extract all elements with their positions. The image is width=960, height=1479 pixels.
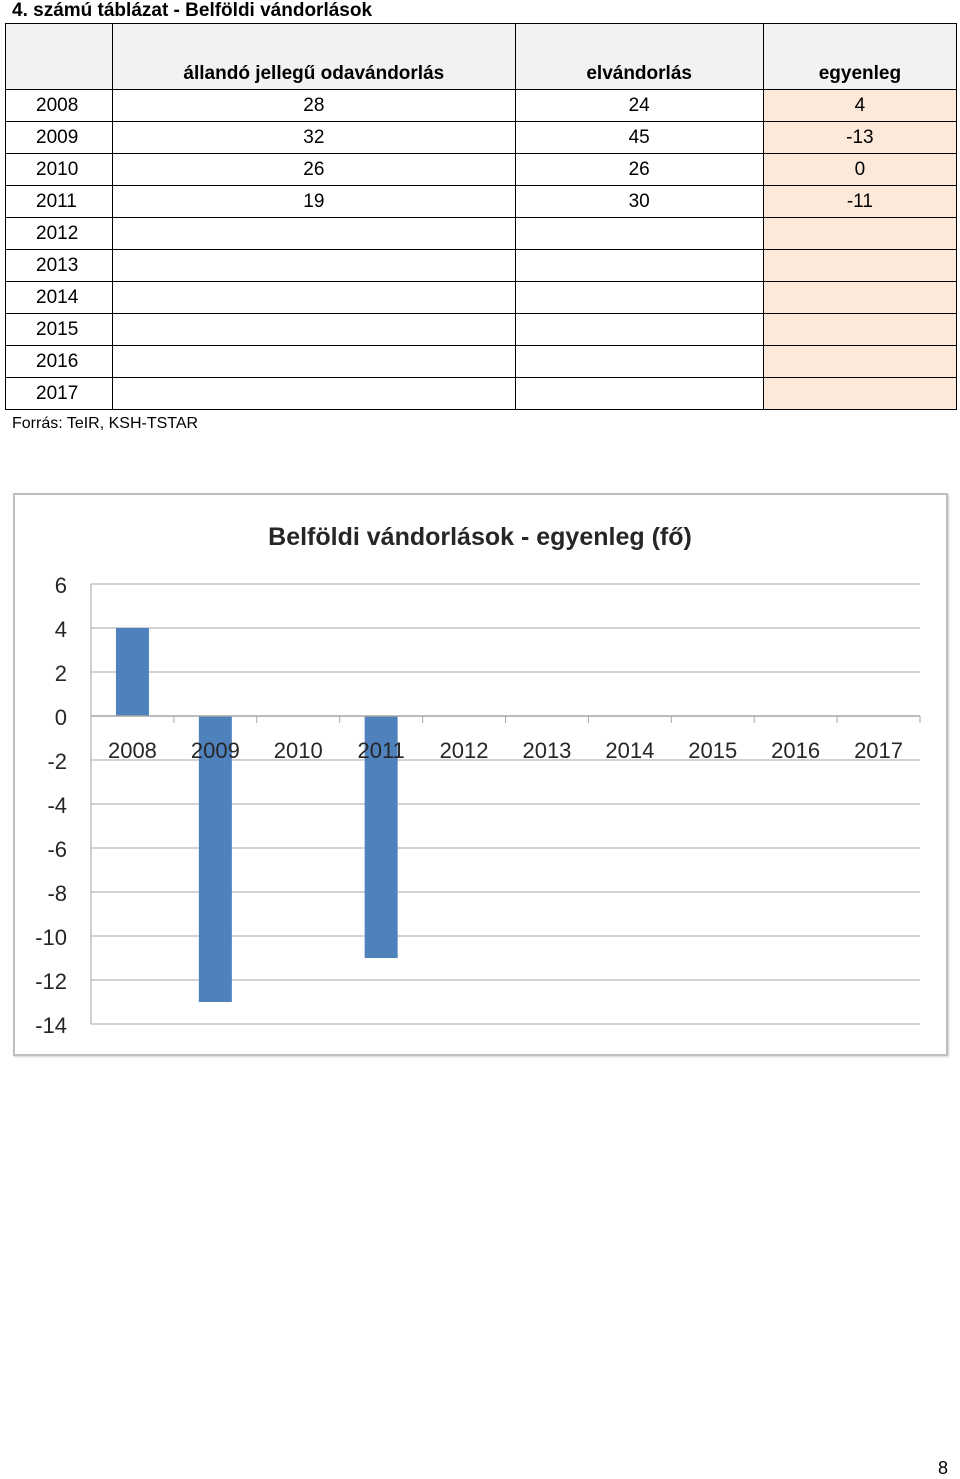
- emigration-cell: [514, 249, 764, 282]
- emigration-cell: [514, 281, 764, 314]
- x-tick-label: 2013: [522, 738, 571, 763]
- year-cell: 2014: [4, 281, 114, 314]
- year-cell: 2017: [4, 377, 114, 410]
- table-row: 2015: [4, 313, 958, 346]
- y-tick-label: -12: [35, 969, 67, 994]
- year-cell: 2010: [4, 153, 114, 186]
- table-row: 2010 26 26 0: [4, 153, 958, 186]
- y-tick-label: 0: [55, 705, 67, 730]
- balance-cell: [762, 281, 958, 314]
- x-tick-label: 2009: [191, 738, 240, 763]
- emigration-cell: 24: [514, 89, 764, 122]
- x-tick-label: 2015: [688, 738, 737, 763]
- balance-cell: [762, 345, 958, 378]
- immigration-cell: [112, 249, 516, 282]
- year-cell: 2013: [4, 249, 114, 282]
- header-immigration: állandó jellegű odavándorlás: [112, 23, 516, 90]
- balance-cell: 4: [762, 89, 958, 122]
- y-tick-label: 4: [55, 617, 67, 642]
- y-tick-label: -2: [47, 749, 67, 774]
- table-row: 2013: [4, 249, 958, 282]
- emigration-cell: [514, 377, 764, 410]
- y-tick-label: -6: [47, 837, 67, 862]
- bar: [115, 628, 149, 716]
- y-tick-label: -4: [47, 793, 67, 818]
- balance-cell: [762, 217, 958, 250]
- x-tick-label: 2010: [274, 738, 323, 763]
- immigration-cell: [112, 313, 516, 346]
- emigration-cell: [514, 345, 764, 378]
- year-cell: 2011: [4, 185, 114, 218]
- header-balance: egyenleg: [762, 23, 958, 90]
- x-tick-label: 2012: [440, 738, 489, 763]
- table-row: 2009 32 45 -13: [4, 121, 958, 154]
- balance-cell: -11: [762, 185, 958, 218]
- immigration-cell: [112, 217, 516, 250]
- year-cell: 2009: [4, 121, 114, 154]
- table-header-row: állandó jellegű odavándorlás elvándorlás…: [4, 23, 958, 90]
- balance-chart: Belföldi vándorlások - egyenleg (fő) 6 4 2 0…: [13, 493, 948, 1056]
- balance-cell: [762, 249, 958, 282]
- emigration-cell: 45: [514, 121, 764, 154]
- page-number: 8: [937, 1458, 948, 1478]
- y-tick-label: 6: [55, 573, 67, 598]
- source-note: Forrás: TeIR, KSH-TSTAR: [12, 415, 199, 432]
- chart-title: Belföldi vándorlások - egyenleg (fő): [268, 523, 692, 551]
- x-tick-label: 2011: [357, 738, 404, 763]
- immigration-cell: 32: [112, 121, 516, 154]
- y-tick-label: -14: [35, 1013, 67, 1038]
- immigration-cell: 28: [112, 89, 516, 122]
- migration-table: állandó jellegű odavándorlás elvándorlás…: [4, 23, 958, 410]
- x-tick-label: 2017: [854, 738, 903, 763]
- y-tick-label: -8: [47, 881, 67, 906]
- immigration-cell: [112, 377, 516, 410]
- immigration-cell: [112, 345, 516, 378]
- header-emigration: elvándorlás: [514, 23, 764, 90]
- balance-cell: [762, 313, 958, 346]
- year-cell: 2015: [4, 313, 114, 346]
- table-row: 2016: [4, 345, 958, 378]
- balance-cell: [762, 377, 958, 410]
- x-tick-label: 2016: [771, 738, 820, 763]
- table-row: 2014: [4, 281, 958, 314]
- y-tick-label: 2: [55, 661, 67, 686]
- year-cell: 2016: [4, 345, 114, 378]
- table-row: 2008 28 24 4: [4, 89, 958, 122]
- bar: [198, 716, 232, 1002]
- y-tick-label: -10: [35, 925, 67, 950]
- year-cell: 2012: [4, 217, 114, 250]
- bar: [364, 716, 398, 958]
- table-row: 2017: [4, 377, 958, 410]
- immigration-cell: 26: [112, 153, 516, 186]
- balance-cell: -13: [762, 121, 958, 154]
- immigration-cell: [112, 281, 516, 314]
- header-year: [4, 23, 114, 90]
- year-cell: 2008: [4, 89, 114, 122]
- emigration-cell: [514, 217, 764, 250]
- table-row: 2011 19 30 -11: [4, 185, 958, 218]
- emigration-cell: 30: [514, 185, 764, 218]
- x-tick-label: 2014: [605, 738, 654, 763]
- table-title: 4. számú táblázat - Belföldi vándorlások: [12, 0, 373, 21]
- table-row: 2012: [4, 217, 958, 250]
- chart-svg: Belföldi vándorlások - egyenleg (fő)6420…: [35, 523, 921, 1038]
- x-tick-label: 2008: [108, 738, 157, 763]
- emigration-cell: 26: [514, 153, 764, 186]
- immigration-cell: 19: [112, 185, 516, 218]
- emigration-cell: [514, 313, 764, 346]
- balance-cell: 0: [762, 153, 958, 186]
